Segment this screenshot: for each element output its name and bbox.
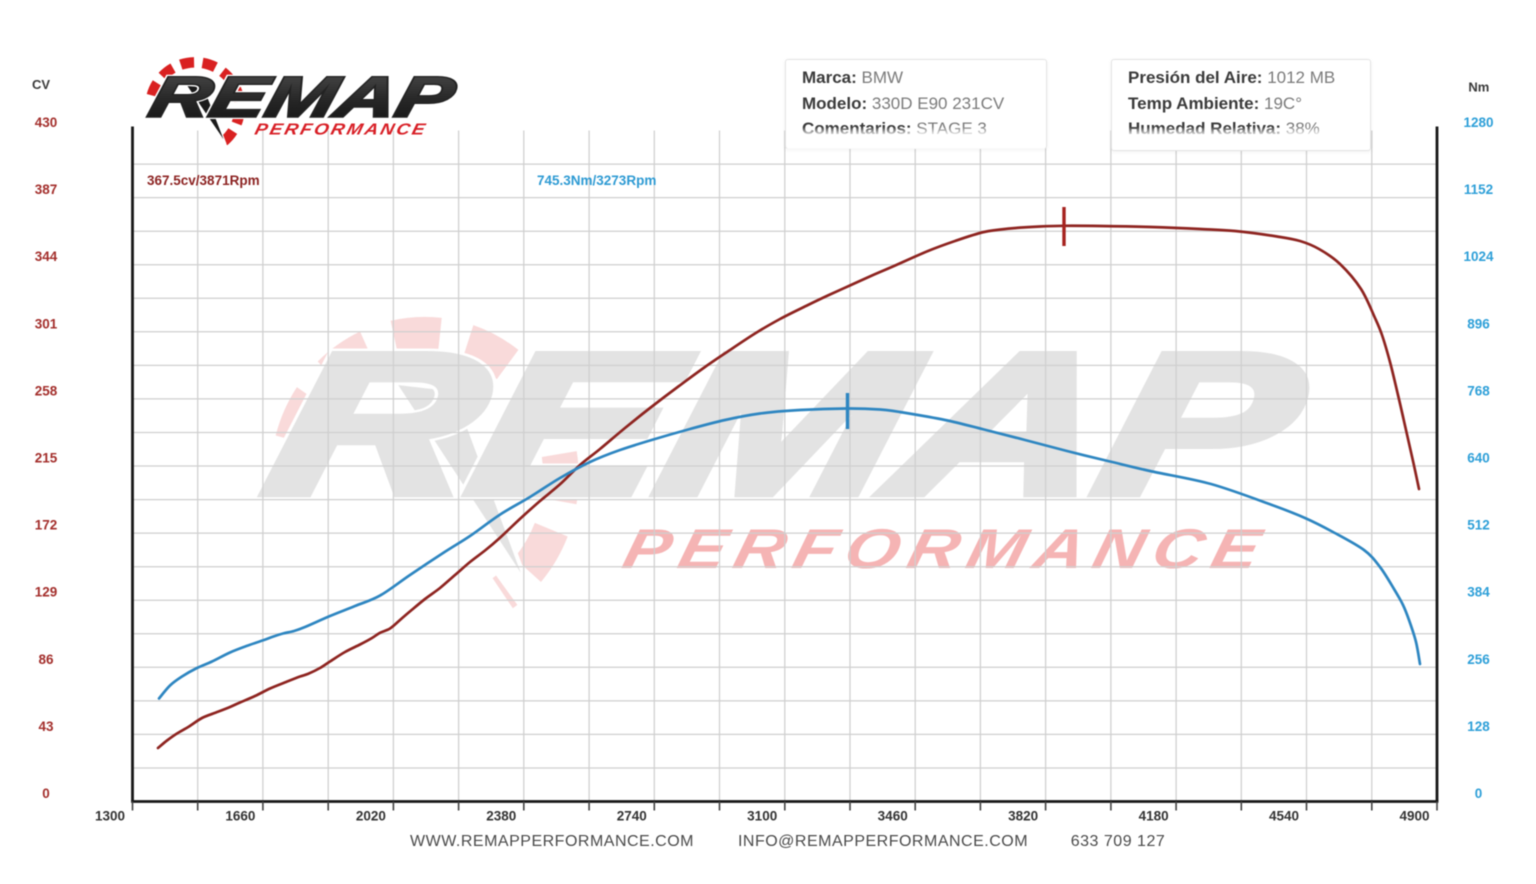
svg-text:PERFORMANCE: PERFORMANCE [617, 517, 1275, 580]
svg-text:896: 896 [1467, 316, 1490, 331]
svg-text:0: 0 [1475, 786, 1483, 801]
svg-text:0: 0 [42, 786, 50, 801]
svg-text:3820: 3820 [1008, 809, 1038, 824]
svg-text:REMAP: REMAP [250, 313, 1322, 536]
svg-text:367.5cv/3871Rpm: 367.5cv/3871Rpm [147, 173, 260, 188]
svg-text:172: 172 [35, 518, 58, 533]
svg-text:3460: 3460 [878, 809, 908, 824]
svg-text:CV: CV [32, 77, 50, 92]
svg-text:86: 86 [38, 652, 54, 667]
svg-text:301: 301 [35, 316, 58, 331]
svg-text:PERFORMANCE: PERFORMANCE [253, 120, 429, 138]
svg-text:4900: 4900 [1399, 809, 1429, 824]
svg-text:2740: 2740 [617, 809, 647, 824]
svg-text:344: 344 [35, 249, 58, 264]
svg-text:768: 768 [1467, 383, 1490, 398]
svg-text:256: 256 [1467, 652, 1490, 667]
svg-text:745.3Nm/3273Rpm: 745.3Nm/3273Rpm [537, 173, 656, 188]
svg-text:2380: 2380 [486, 809, 516, 824]
svg-text:Nm: Nm [1468, 80, 1489, 95]
svg-text:REMAP: REMAP [143, 66, 462, 129]
svg-text:4540: 4540 [1269, 809, 1299, 824]
svg-text:1280: 1280 [1463, 115, 1493, 130]
svg-text:1300: 1300 [95, 809, 125, 824]
svg-text:430: 430 [35, 115, 58, 130]
svg-text:REMAP: REMAP [250, 313, 1322, 536]
svg-text:1152: 1152 [1464, 182, 1493, 197]
svg-text:REMAP: REMAP [143, 66, 462, 129]
svg-text:43: 43 [38, 719, 54, 734]
svg-text:387: 387 [35, 182, 58, 197]
svg-text:1024: 1024 [1463, 249, 1494, 264]
svg-text:1660: 1660 [225, 809, 255, 824]
svg-text:128: 128 [1467, 719, 1490, 734]
svg-text:4180: 4180 [1139, 809, 1169, 824]
svg-text:3100: 3100 [747, 809, 777, 824]
svg-text:2020: 2020 [356, 809, 386, 824]
svg-text:640: 640 [1467, 451, 1490, 466]
svg-text:129: 129 [35, 585, 58, 600]
svg-text:384: 384 [1467, 585, 1490, 600]
svg-text:215: 215 [35, 451, 58, 466]
svg-text:512: 512 [1467, 518, 1490, 533]
svg-text:258: 258 [35, 383, 58, 398]
